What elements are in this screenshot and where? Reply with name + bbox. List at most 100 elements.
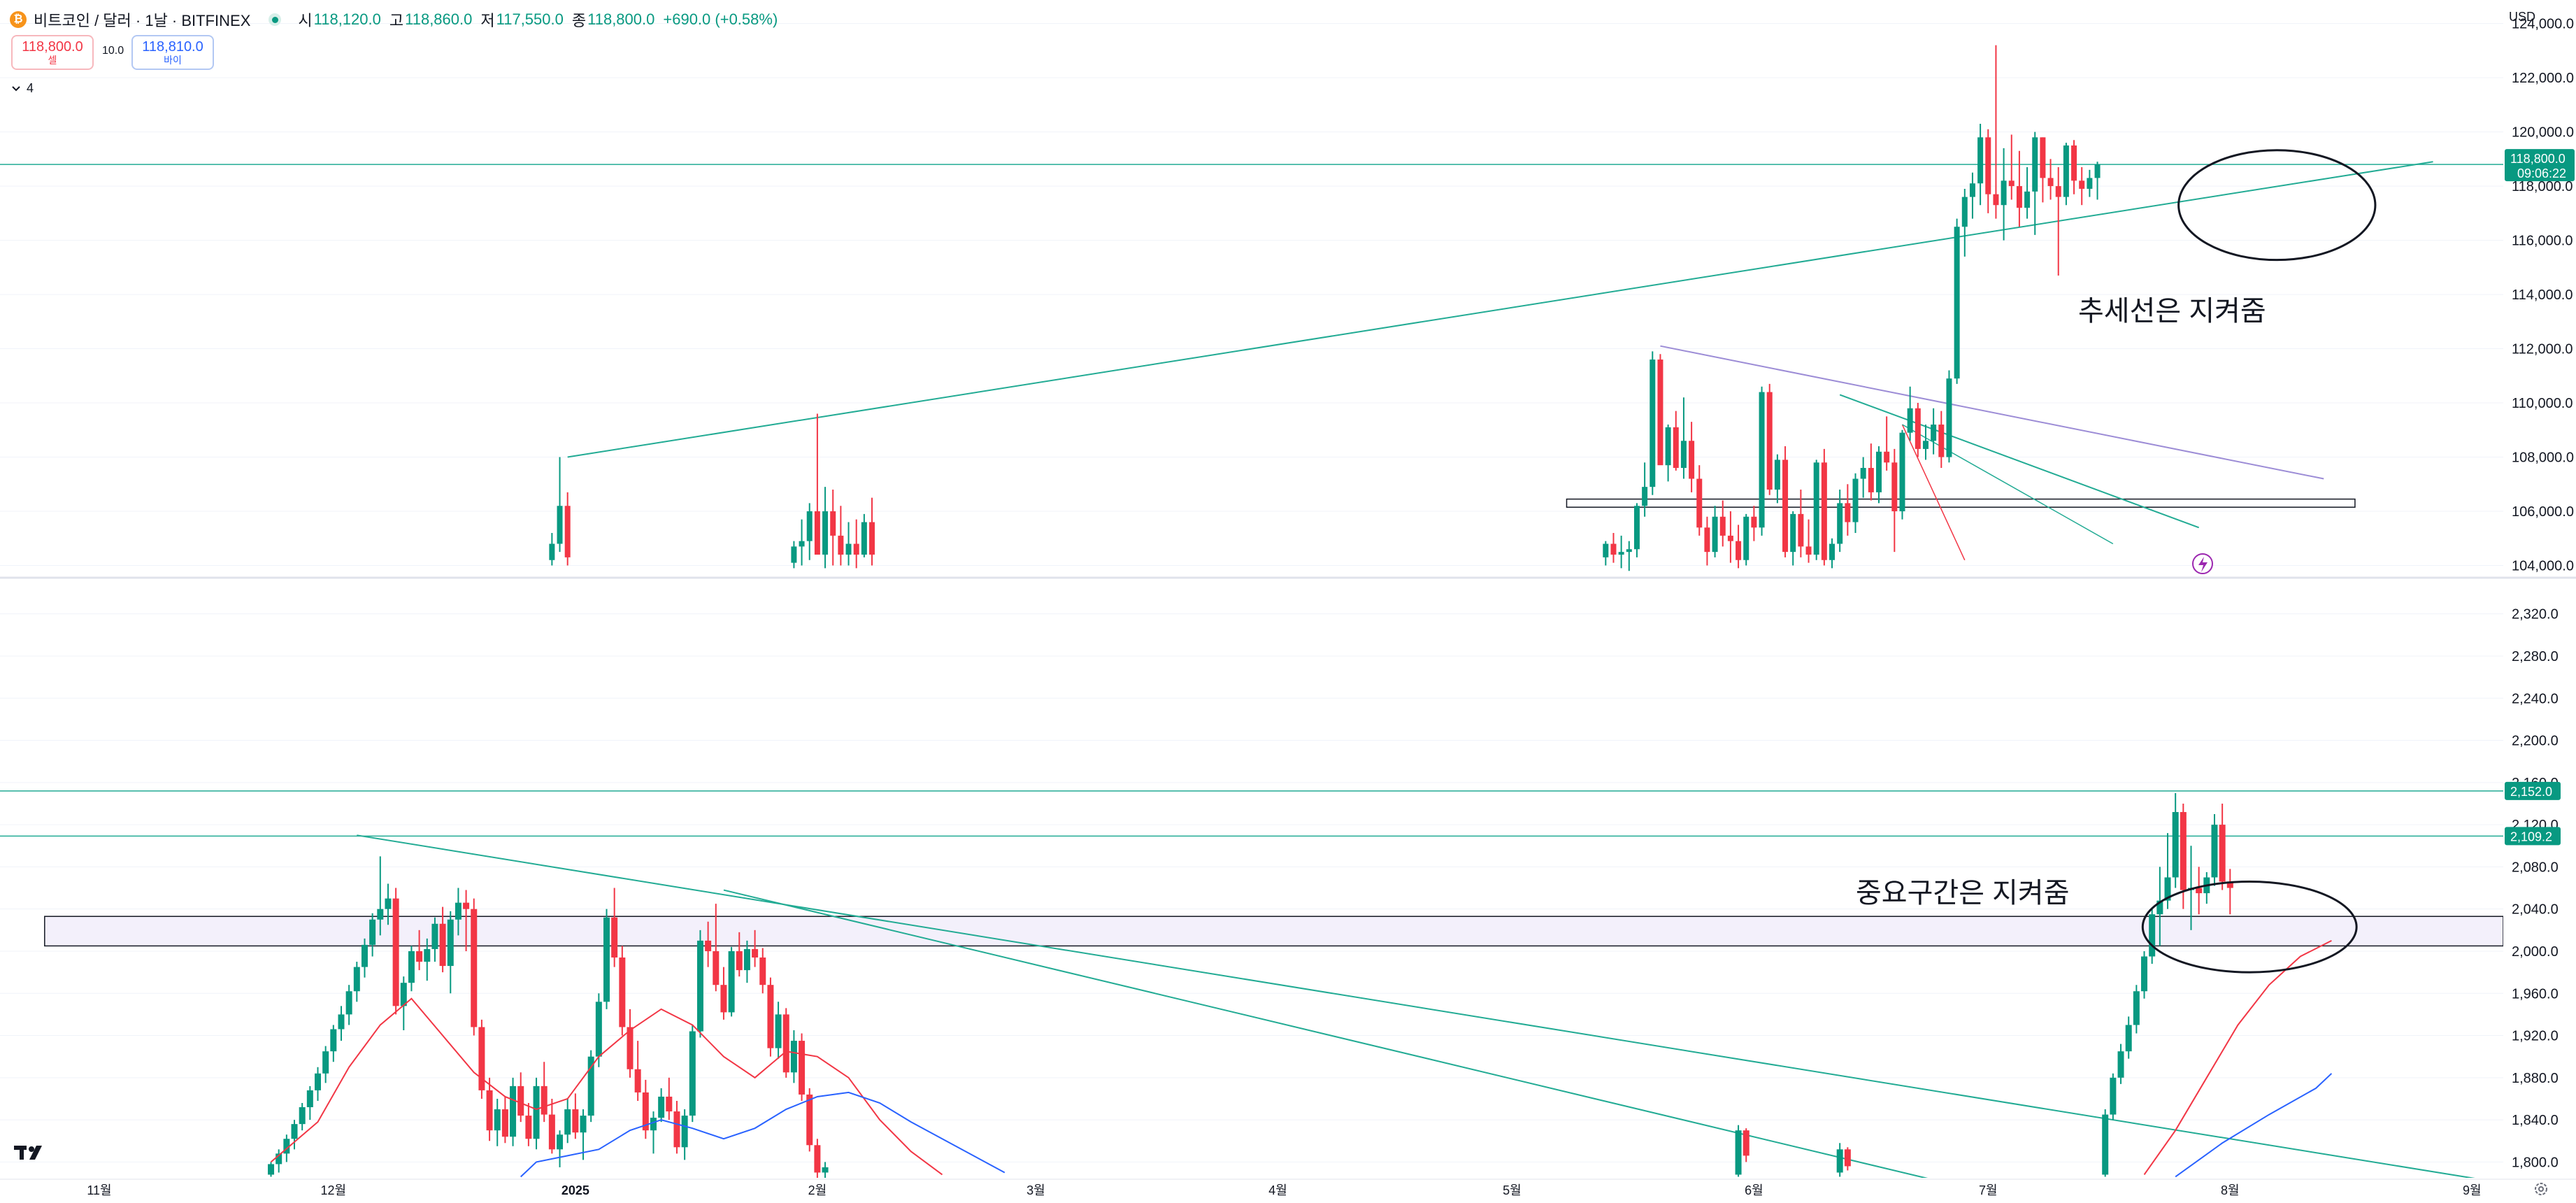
candle[interactable]	[564, 492, 571, 566]
candle[interactable]	[1712, 506, 1718, 557]
candle[interactable]	[814, 1139, 821, 1178]
candle[interactable]	[416, 930, 423, 971]
candle[interactable]	[869, 497, 875, 566]
candle[interactable]	[548, 1098, 555, 1154]
candle[interactable]	[775, 1002, 782, 1059]
candle[interactable]	[291, 1120, 298, 1150]
candle[interactable]	[1884, 416, 1890, 471]
candle[interactable]	[2032, 131, 2038, 235]
candle[interactable]	[1931, 408, 1937, 455]
candle[interactable]	[1899, 429, 1905, 520]
candle[interactable]	[1836, 1143, 1843, 1177]
candle[interactable]	[1961, 188, 1968, 257]
candle[interactable]	[1782, 446, 1789, 557]
candle[interactable]	[1626, 541, 1632, 571]
candle[interactable]	[696, 930, 703, 1038]
candle[interactable]	[439, 906, 446, 973]
descending-trendline[interactable]	[1660, 345, 2324, 480]
candle[interactable]	[1743, 1128, 1749, 1162]
candle[interactable]	[1852, 473, 1859, 534]
candle[interactable]	[1829, 538, 1836, 569]
candle[interactable]	[1985, 129, 1991, 213]
candle[interactable]	[478, 1019, 485, 1099]
candle[interactable]	[408, 946, 415, 992]
candle[interactable]	[587, 1050, 594, 1123]
candle[interactable]	[822, 487, 829, 569]
candle[interactable]	[533, 1077, 540, 1150]
candle[interactable]	[713, 904, 720, 992]
ascending-trendline[interactable]	[567, 161, 2433, 458]
candle[interactable]	[463, 890, 470, 951]
candle[interactable]	[791, 541, 797, 569]
candle[interactable]	[806, 1088, 813, 1152]
candle[interactable]	[549, 533, 555, 566]
candle[interactable]	[572, 1093, 579, 1139]
buy-button[interactable]: 118,810.0 바이	[131, 35, 214, 70]
candle[interactable]	[1719, 500, 1726, 547]
candle[interactable]	[400, 976, 407, 1030]
candle[interactable]	[276, 1149, 282, 1173]
candle[interactable]	[666, 1077, 673, 1120]
candle[interactable]	[501, 1096, 508, 1144]
candle[interactable]	[2094, 162, 2101, 200]
candle[interactable]	[2211, 814, 2218, 886]
candle[interactable]	[2071, 140, 2077, 194]
candle[interactable]	[822, 1162, 829, 1178]
highlight-ellipse[interactable]	[2141, 880, 2358, 974]
candle[interactable]	[2125, 1016, 2132, 1059]
trendline-short[interactable]	[1839, 394, 2200, 529]
candle[interactable]	[424, 938, 431, 981]
candle[interactable]	[673, 1100, 680, 1154]
candle[interactable]	[1657, 354, 1663, 466]
candle[interactable]	[377, 856, 384, 936]
candle[interactable]	[1837, 490, 1843, 553]
candle[interactable]	[471, 898, 478, 1036]
candle[interactable]	[838, 506, 844, 566]
candle[interactable]	[369, 913, 376, 957]
candle[interactable]	[2226, 869, 2233, 915]
candle[interactable]	[642, 1079, 649, 1139]
candle[interactable]	[299, 1102, 306, 1131]
candle[interactable]	[2117, 1044, 2124, 1084]
candle[interactable]	[1845, 484, 1851, 536]
candle[interactable]	[767, 977, 774, 1057]
candle[interactable]	[447, 911, 454, 994]
candle[interactable]	[658, 1088, 665, 1123]
candle[interactable]	[1610, 533, 1617, 563]
candle[interactable]	[1969, 172, 1975, 219]
candle[interactable]	[1735, 1125, 1742, 1177]
candle[interactable]	[705, 921, 712, 967]
candle[interactable]	[853, 519, 859, 569]
candle[interactable]	[1665, 425, 1671, 482]
candle[interactable]	[814, 413, 820, 555]
candle[interactable]	[455, 888, 461, 936]
candle[interactable]	[1938, 411, 1945, 469]
candle[interactable]	[2196, 867, 2203, 915]
candle[interactable]	[1774, 454, 1780, 504]
candle[interactable]	[1993, 45, 1999, 219]
candle[interactable]	[2008, 134, 2015, 200]
candle[interactable]	[2219, 803, 2226, 890]
candle[interactable]	[2203, 871, 2210, 904]
candle[interactable]	[650, 1111, 657, 1154]
candle[interactable]	[2063, 143, 2069, 206]
descending-trendline-2[interactable]	[723, 889, 2035, 1203]
candle[interactable]	[736, 932, 743, 977]
candle[interactable]	[1704, 516, 1710, 566]
candle[interactable]	[361, 938, 368, 978]
candle[interactable]	[728, 946, 735, 1017]
annotation-trendline[interactable]: 추세선은 지켜줌	[2078, 296, 2266, 327]
candle[interactable]	[1696, 465, 1703, 536]
annotation-key-zone[interactable]: 중요구간은 지켜줌	[1856, 878, 2070, 909]
candle[interactable]	[2047, 159, 2054, 200]
candle[interactable]	[1642, 462, 1648, 517]
candle[interactable]	[1868, 443, 1874, 501]
trendline-red[interactable]	[1901, 424, 1966, 561]
candle[interactable]	[1766, 383, 1773, 495]
candle[interactable]	[2055, 166, 2061, 276]
candle[interactable]	[2102, 1109, 2109, 1177]
candle[interactable]	[689, 1025, 696, 1123]
candle[interactable]	[1954, 218, 1960, 384]
highlight-ellipse[interactable]	[2177, 149, 2377, 262]
